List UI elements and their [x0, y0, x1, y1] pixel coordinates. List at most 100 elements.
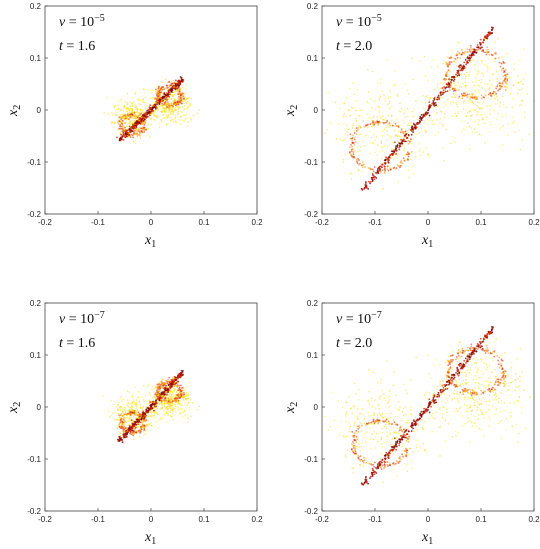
density-point [402, 414, 405, 416]
density-point [361, 116, 363, 118]
density-point [378, 170, 381, 172]
density-point [392, 124, 395, 127]
x-tick-label: 0 [149, 515, 154, 524]
density-point [490, 388, 493, 391]
density-point [135, 105, 138, 108]
density-point [399, 426, 402, 429]
density-point [373, 473, 376, 476]
density-point [392, 419, 395, 421]
density-point [353, 434, 355, 437]
density-point [386, 130, 388, 132]
density-point [134, 93, 137, 95]
density-point [503, 385, 506, 387]
density-point [476, 60, 479, 62]
density-point [357, 456, 360, 459]
density-point [163, 92, 166, 95]
density-point [380, 453, 383, 455]
density-point [367, 180, 370, 183]
density-point [488, 53, 491, 56]
density-point [156, 407, 158, 409]
density-point [127, 420, 130, 422]
density-point [468, 73, 470, 76]
density-point [383, 167, 386, 170]
y-tick-label: 0 [37, 403, 42, 412]
density-point [499, 128, 502, 131]
density-point [115, 108, 117, 111]
density-point [181, 102, 183, 105]
density-point [151, 106, 154, 109]
density-point [174, 405, 177, 408]
density-point [449, 378, 452, 381]
density-point [127, 112, 130, 114]
density-point [456, 103, 458, 106]
density-point [153, 414, 156, 417]
density-point [353, 129, 356, 132]
density-point [343, 102, 346, 105]
y-axis-label: x2 [6, 105, 23, 117]
density-point [436, 86, 439, 88]
density-point [357, 163, 360, 166]
density-point [352, 153, 355, 156]
density-point [130, 127, 132, 129]
density-point [166, 106, 169, 109]
density-point [174, 414, 177, 416]
density-point [472, 352, 475, 355]
density-point [119, 408, 122, 411]
density-point [488, 365, 491, 368]
density-point [148, 116, 151, 119]
density-point [168, 116, 170, 119]
density-point [425, 450, 427, 453]
density-point [524, 73, 527, 76]
density-point [118, 422, 121, 425]
density-point [115, 418, 118, 421]
density-point [473, 401, 475, 404]
density-point [401, 127, 404, 130]
density-point [133, 133, 136, 136]
density-point [443, 116, 446, 118]
density-point [186, 385, 189, 388]
density-point [470, 99, 472, 102]
density-point [498, 88, 501, 91]
density-point [170, 98, 173, 100]
density-point [369, 152, 372, 155]
density-point [372, 170, 375, 173]
density-point [176, 385, 178, 387]
density-point [470, 395, 473, 398]
density-point [164, 397, 167, 400]
density-point [387, 165, 389, 167]
density-point [449, 103, 452, 105]
density-point [163, 405, 166, 407]
density-point [121, 127, 124, 130]
density-point [134, 104, 136, 106]
density-point [355, 160, 358, 163]
density-point [440, 123, 443, 126]
density-point [406, 89, 409, 92]
density-point [351, 145, 354, 148]
density-point [107, 113, 110, 116]
density-point [118, 104, 120, 106]
density-point [466, 48, 469, 50]
density-point [161, 404, 164, 406]
density-point [185, 84, 187, 86]
density-point [128, 120, 131, 122]
density-point [499, 87, 502, 89]
density-point [142, 411, 145, 414]
density-point [177, 409, 179, 412]
density-point [526, 92, 528, 95]
density-point [364, 145, 366, 147]
y-axis-label: x2 [283, 105, 300, 117]
density-point [482, 96, 485, 98]
density-point [163, 384, 166, 386]
density-point [121, 113, 124, 115]
x-tick-label: 0.1 [198, 515, 210, 524]
density-point [143, 88, 145, 91]
x-tick-label: -0.1 [91, 515, 105, 524]
density-point [355, 133, 358, 136]
density-point [150, 424, 153, 427]
density-point [148, 423, 151, 426]
density-point [153, 409, 155, 412]
density-point [420, 119, 423, 121]
density-point [423, 121, 426, 123]
density-point [473, 382, 476, 384]
density-point [406, 421, 409, 424]
